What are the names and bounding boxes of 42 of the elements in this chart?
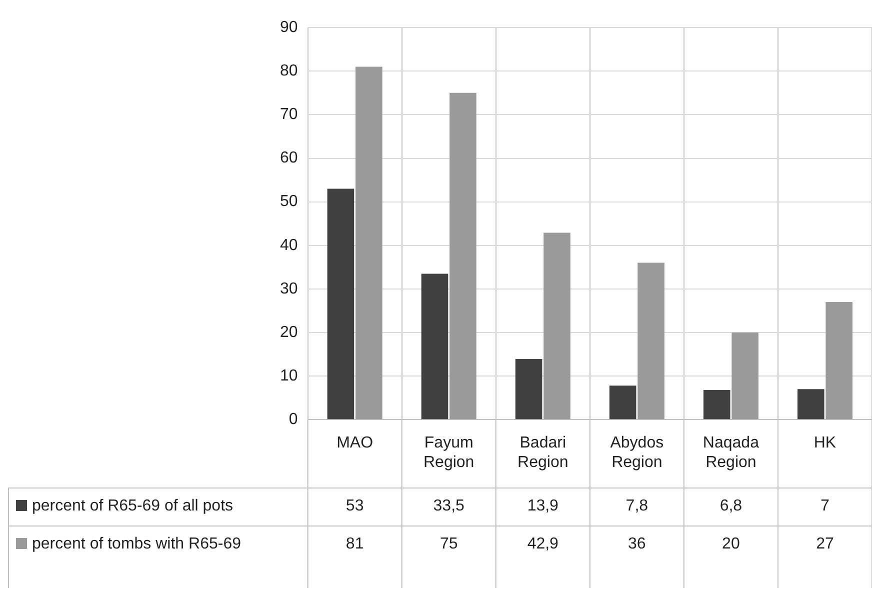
x-tick-label: Fayum Region (423, 434, 474, 471)
x-tick-label: HK (814, 434, 836, 452)
bar (544, 232, 570, 420)
data-label: 42,9 (527, 535, 559, 552)
y-tick-label: 0 (288, 411, 298, 428)
data-label: 20 (722, 535, 740, 552)
data-label: 6,8 (720, 497, 742, 514)
bar (421, 274, 448, 420)
bar (732, 332, 758, 420)
y-tick-label: 40 (280, 236, 298, 254)
y-tick-label: 20 (280, 324, 298, 341)
x-tick-label: Badari Region (518, 434, 568, 471)
data-label: 36 (628, 535, 646, 552)
bar (327, 188, 354, 420)
bar (356, 66, 382, 420)
legend-label: percent of tombs with R65-69 (32, 535, 242, 552)
x-tick-label: Abydos Region (610, 434, 664, 471)
data-label: 7,8 (626, 497, 648, 514)
legend-label: percent of R65-69 of all pots (32, 497, 234, 514)
bar (609, 386, 636, 420)
y-tick-label: 50 (280, 193, 298, 210)
data-label: 27 (816, 535, 834, 552)
bar (450, 92, 476, 420)
data-label: 53 (346, 497, 364, 514)
y-tick-label: 70 (280, 106, 298, 124)
bar (703, 390, 730, 420)
x-tick-label: MAO (336, 434, 374, 452)
data-label: 7 (820, 497, 830, 514)
bar (515, 359, 542, 420)
y-tick-label: 10 (280, 367, 298, 384)
bar (638, 262, 664, 420)
data-label: 81 (346, 535, 364, 552)
y-tick-label: 30 (280, 280, 298, 298)
y-tick-label: 80 (280, 62, 298, 80)
x-tick-label: Naqada Region (702, 434, 760, 471)
data-label: 33,5 (433, 497, 465, 514)
y-tick-label: 60 (280, 150, 298, 167)
bar (826, 302, 852, 420)
bar (797, 389, 824, 420)
y-tick-label: 90 (280, 19, 298, 36)
data-label: 75 (440, 535, 458, 552)
data-label: 13,9 (527, 497, 559, 514)
